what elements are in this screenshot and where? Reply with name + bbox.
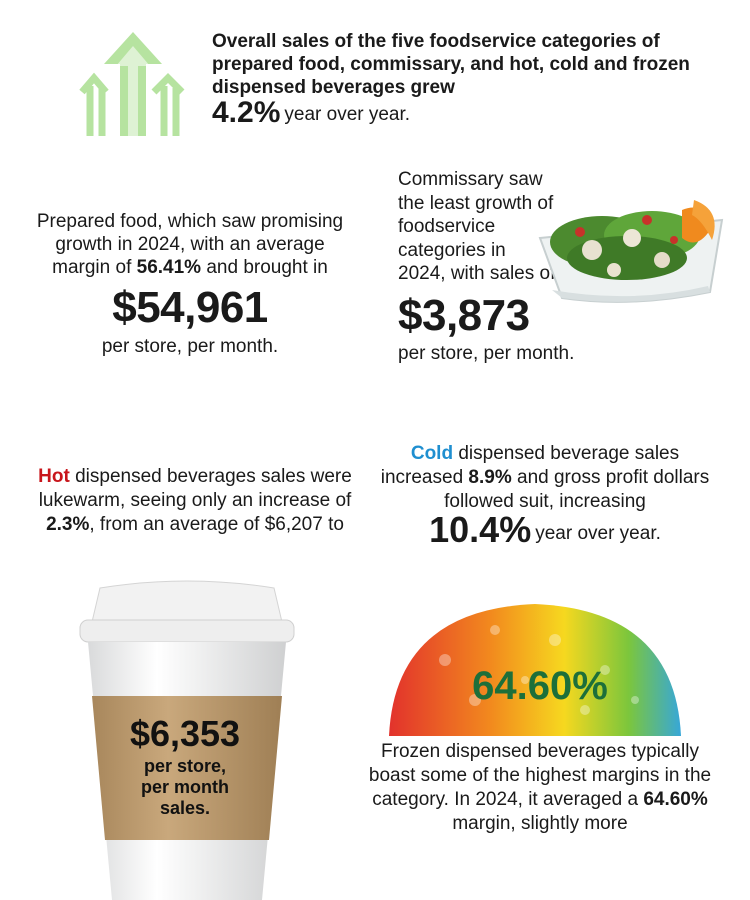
hot-word: Hot xyxy=(38,466,70,487)
cold-growth-line: 10.4% year over year. xyxy=(375,512,715,548)
cold-tail: year over year. xyxy=(535,523,661,544)
prepared-margin: 56.41% xyxy=(136,257,202,278)
prepared-amount: $54,961 xyxy=(112,283,268,332)
cold-beverages-block: Cold dispensed beverage sales increased … xyxy=(375,442,715,548)
hot-text-1: dispensed beverages sales were lukewarm,… xyxy=(38,466,352,511)
frozen-beverages-block: Frozen dispensed beverages typically boa… xyxy=(365,740,715,836)
cold-text-2: and gross profit dollars followed suit, … xyxy=(444,467,710,512)
overall-growth-line: 4.2% year over year. xyxy=(212,98,712,128)
hot-beverages-block: Hot dispensed beverages sales were lukew… xyxy=(30,465,360,537)
cup-line-2: per month xyxy=(141,777,229,797)
prepared-text-2: and brought in xyxy=(206,257,328,278)
cold-pct-1: 8.9% xyxy=(468,467,512,488)
frozen-text-2: margin, slightly more xyxy=(452,813,628,834)
overall-sales-text: Overall sales of the five foodservice ca… xyxy=(212,31,690,98)
cup-subtext: per store, per month sales. xyxy=(100,756,270,819)
frozen-pct: 64.60% xyxy=(643,789,708,810)
growth-arrows-icon xyxy=(79,32,185,136)
cup-sales-label: $6,353 per store, per month sales. xyxy=(100,712,270,819)
cup-amount: $6,353 xyxy=(129,713,241,754)
salad-container-image xyxy=(538,200,724,303)
overall-growth-tail: year over year. xyxy=(284,104,411,125)
hot-pct: 2.3% xyxy=(46,514,90,535)
hot-text-2: , from an average of $6,207 to xyxy=(89,514,344,535)
commissary-amount: $3,873 xyxy=(398,290,530,340)
cold-pct-2: 10.4% xyxy=(429,509,532,550)
cold-text-1: dispensed beverage sales increased xyxy=(380,443,680,488)
coffee-cup-image xyxy=(79,580,295,900)
commissary-text: Commissary saw the least growth of foods… xyxy=(398,169,556,284)
commissary-tail: per store, per month. xyxy=(398,342,575,364)
cold-word: Cold xyxy=(410,443,454,464)
prepared-text-1: Prepared food, which saw promising growt… xyxy=(36,211,344,278)
frozen-margin-highlight: 64.60% xyxy=(472,664,608,708)
cup-line-3: sales. xyxy=(159,798,211,818)
prepared-food-block: Prepared food, which saw promising growt… xyxy=(30,210,350,358)
frozen-text-1: Frozen dispensed beverages typically boa… xyxy=(368,741,712,810)
prepared-tail: per store, per month. xyxy=(101,336,279,357)
cup-line-1: per store, xyxy=(143,756,227,776)
shaved-ice-image xyxy=(389,604,681,736)
overall-sales-summary: Overall sales of the five foodservice ca… xyxy=(212,30,712,128)
commissary-block: Commissary saw the least growth of foods… xyxy=(398,168,628,365)
overall-growth-pct: 4.2% xyxy=(212,96,281,129)
